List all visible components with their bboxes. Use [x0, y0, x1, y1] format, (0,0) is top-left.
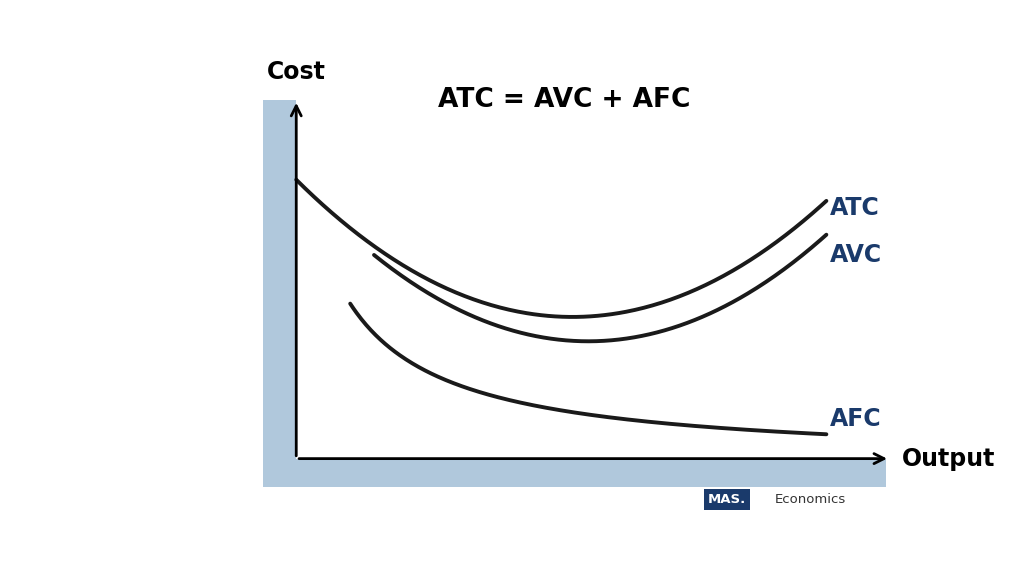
Text: Economics: Economics	[775, 493, 846, 506]
Bar	[263, 459, 886, 488]
Text: MAS.: MAS.	[708, 493, 746, 506]
Text: ATC: ATC	[830, 197, 880, 220]
Text: AVC: AVC	[830, 243, 883, 267]
Bar	[263, 100, 296, 459]
Text: AFC: AFC	[830, 407, 882, 431]
Text: ATC = AVC + AFC: ATC = AVC + AFC	[438, 87, 690, 113]
Text: Output: Output	[902, 447, 995, 470]
Text: Cost: Cost	[267, 60, 326, 85]
